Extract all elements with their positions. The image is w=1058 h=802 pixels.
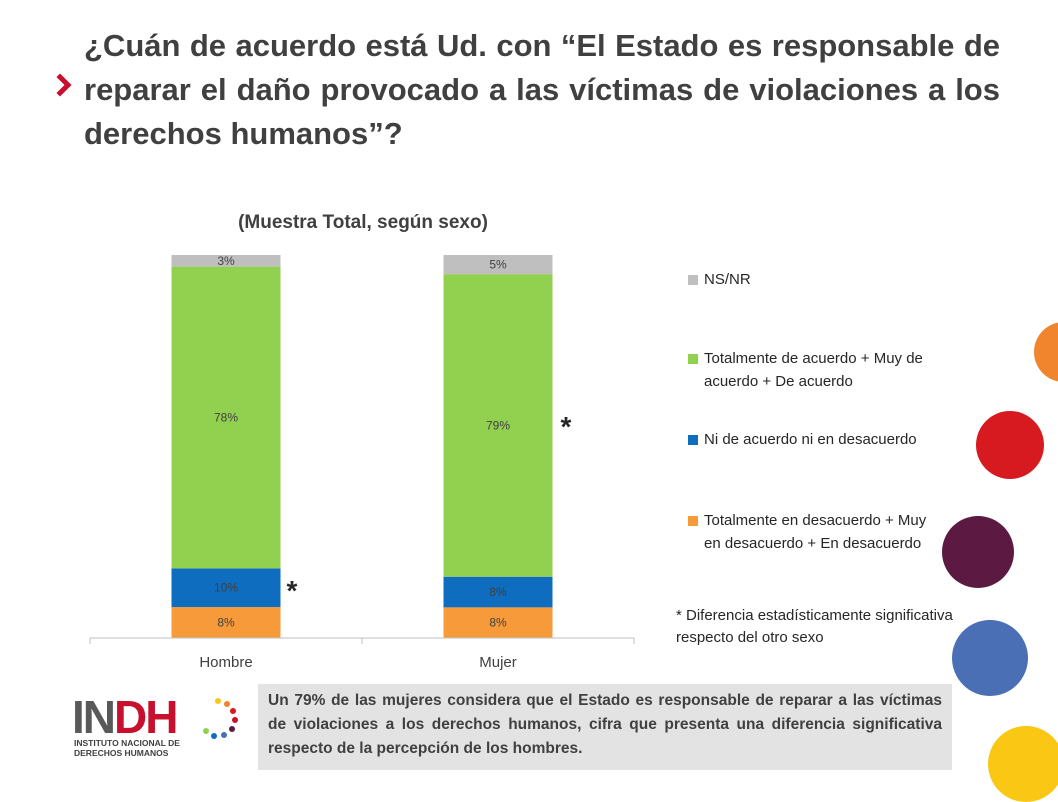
logo-wordmark: INDH [72,690,178,744]
bar-segment-mujer-2 [443,274,553,577]
x-tick-label: Hombre [199,654,252,671]
summary-text: Un 79% de las mujeres considera que el E… [258,684,952,770]
data-label: 8% [217,616,235,630]
bar-segment-mujer-1 [443,576,553,608]
chevron-right-icon [56,73,72,97]
chart-title: (Muestra Total, según sexo) [238,212,488,233]
logo-subtitle: INSTITUTO NACIONAL DE DERECHOS HUMANOS [74,738,180,758]
x-tick-label: Mujer [479,654,517,671]
logo-letter-d: D [114,691,147,743]
logo-subtitle-line2: DERECHOS HUMANOS [74,748,169,758]
bar-segment-hombre-3 [171,255,281,267]
data-label: 78% [214,410,238,424]
legend-swatch [688,516,698,526]
legend-swatch [688,275,698,285]
legend-swatch [688,435,698,445]
bar-segment-mujer-3 [443,255,553,275]
data-label: 3% [217,254,235,268]
logo-letter-h: H [145,691,178,743]
decorative-circle-purple [942,516,1014,588]
decorative-circle-blue [952,620,1028,696]
significance-marker: * [287,575,298,606]
bar-segment-hombre-1 [171,568,281,608]
logo-subtitle-line1: INSTITUTO NACIONAL DE [74,738,180,748]
data-label: 8% [489,616,507,630]
data-label: 79% [486,418,510,432]
data-label: 5% [489,258,507,272]
legend-label: NS/NR [704,271,751,288]
page-title: ¿Cuán de acuerdo está Ud. con “El Estado… [84,28,1000,151]
bar-segment-hombre-0 [171,607,281,638]
bar-segment-hombre-2 [171,266,281,569]
decorative-circle-red [976,411,1044,479]
indh-logo: INDH INSTITUTO NACIONAL DE DERECHOS HUMA… [72,691,238,764]
significance-footnote: * Diferencia estadísticamente significat… [676,607,953,646]
legend-label: Ni de acuerdo ni en desacuerdo [704,431,917,448]
legend-swatch [688,354,698,364]
decorative-circle-orange [1034,322,1058,382]
legend-label: Totalmente en desacuerdo + Muy en desacu… [704,512,927,552]
data-label: 10% [214,581,238,595]
bar-segment-mujer-0 [443,607,553,638]
stacked-bar-chart: 8% 10% 78% 3% Hombre 8% 8% 79% 5% Mujer * * [89,254,635,671]
decorative-circle-yellow [988,726,1058,802]
legend-label: Totalmente de acuerdo + Muy de acuerdo +… [704,350,923,390]
logo-dots-icon [203,698,238,739]
data-label: 8% [489,585,507,599]
significance-marker: * [561,411,572,442]
logo-letters-in: IN [72,691,116,743]
